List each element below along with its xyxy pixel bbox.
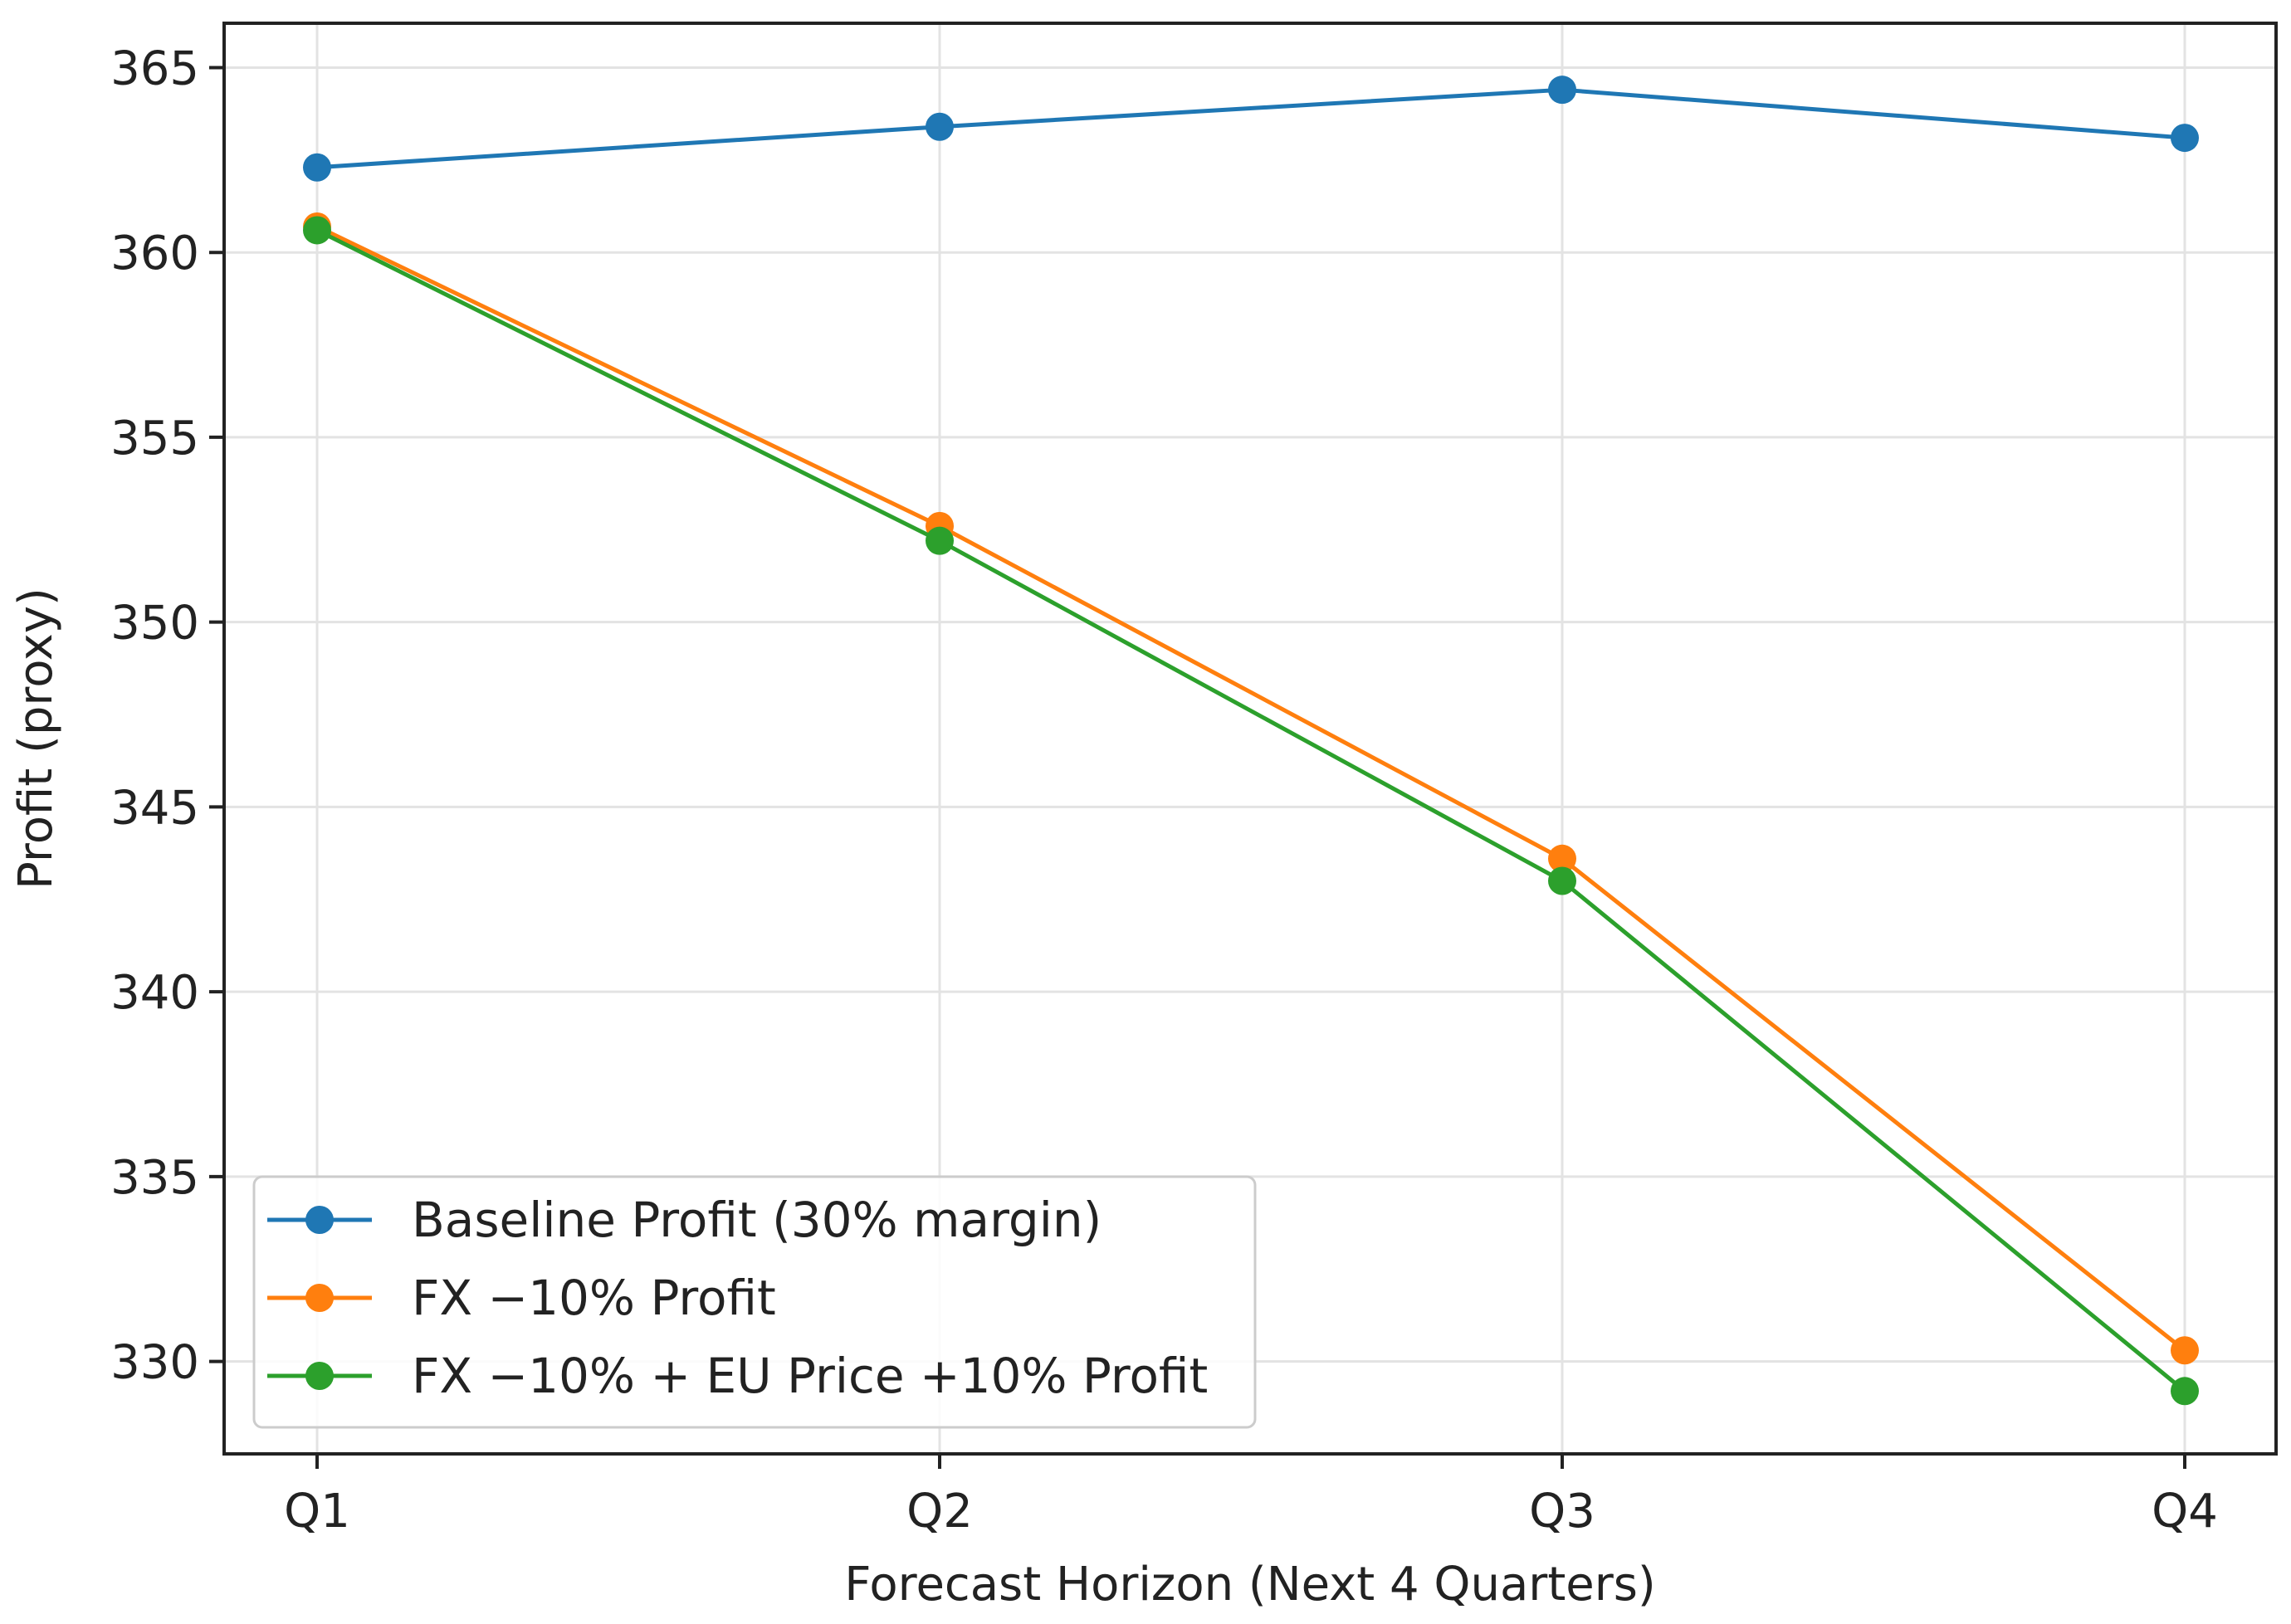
series-line [315,224,2187,1353]
legend-box [252,1175,1257,1429]
plot-frame [222,22,2278,1456]
x-tick-label: Q3 [1529,1485,1595,1539]
data-point [1548,866,1576,895]
series-line [315,87,2187,170]
x-axis-label: Forecast Horizon (Next 4 Quarters) [844,1558,1656,1612]
y-tick-label: 345 [110,781,199,835]
x-tick-label: Q2 [906,1485,973,1539]
data-point [2171,124,2199,153]
series-3 [303,216,2199,1406]
x-tick-label: Q1 [284,1485,350,1539]
data-point [2171,1336,2199,1365]
legend-marker [305,1206,334,1234]
data-point [926,526,954,555]
legend-marker [305,1362,334,1390]
legend-marker [305,1284,334,1312]
y-tick-label: 330 [110,1336,199,1390]
data-point [2171,1377,2199,1406]
legend-label: Baseline Profit (30% margin) [412,1192,1102,1248]
axes: Q1 Q2 Q3 Q4 330 335 340 345 350 355 360 365 [110,41,2218,1539]
legend-label: FX −10% + EU Price +10% Profit [412,1348,1208,1404]
y-tick-label: 360 [110,227,199,280]
y-tick-label: 340 [110,966,199,1020]
data-point [1548,844,1576,873]
y-axis-label: Profit (proxy) [9,588,63,890]
legend-item: FX −10% + EU Price +10% Profit [267,1348,1208,1404]
x-tick-label: Q4 [2152,1485,2218,1539]
legend-label: FX −10% Profit [412,1270,776,1326]
data-point [303,153,331,182]
y-tick-label: 335 [110,1151,199,1205]
data-point [303,216,331,245]
grid-lines [224,23,2276,1454]
y-tick-label: 355 [110,412,199,466]
data-point [926,112,954,141]
series-line [315,227,2187,1393]
y-tick-label: 365 [110,41,199,95]
legend-item: Baseline Profit (30% margin) [267,1192,1102,1248]
legend-item: FX −10% Profit [267,1270,776,1326]
legend: Baseline Profit (30% margin) FX −10% Prof… [252,1175,1257,1429]
series-1 [303,76,2199,182]
series-group [303,76,2199,1406]
data-point [1548,76,1576,105]
y-tick-label: 350 [110,597,199,651]
